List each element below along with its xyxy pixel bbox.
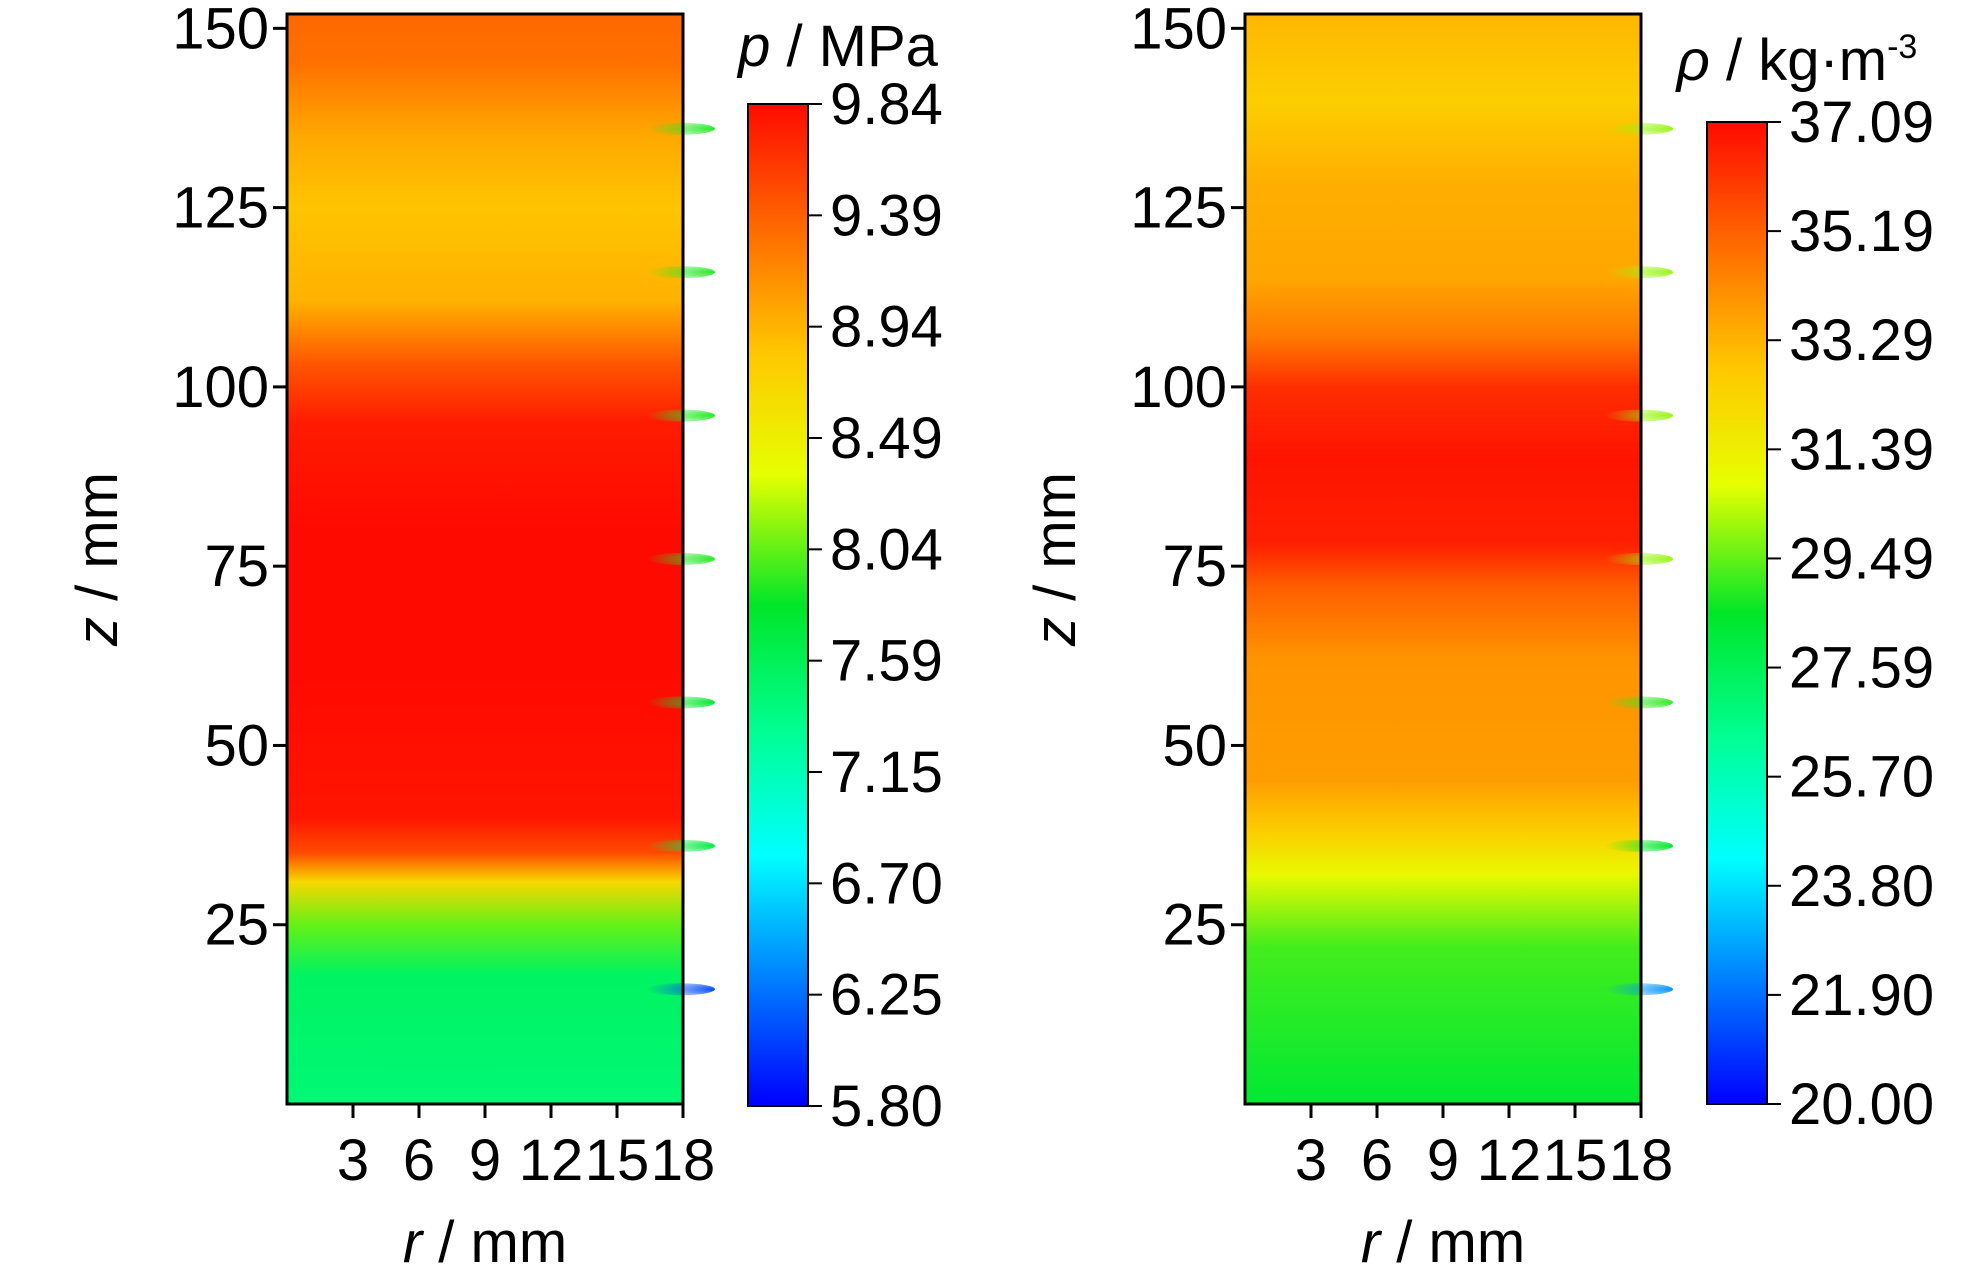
wall-spot <box>1605 983 1673 996</box>
x-tick-label: 18 <box>651 1128 716 1193</box>
colorbar-tick-label: 31.39 <box>1789 417 1934 482</box>
wall-spot <box>647 983 715 996</box>
colorbar-tick-label: 21.90 <box>1789 963 1934 1028</box>
x-tick-label: 18 <box>1609 1128 1674 1193</box>
pressure-panel: 25 50 75 100 125 150 3 6 9 12 15 18 r / mm z / mm 9.84… <box>65 0 943 1275</box>
colorbar <box>747 103 809 1107</box>
wall-spot <box>1605 409 1673 422</box>
colorbar-tick-label: 35.19 <box>1789 199 1934 264</box>
wall-spot <box>1605 839 1673 852</box>
x-tick-label: 15 <box>585 1128 650 1193</box>
colorbar-tick-label: 8.94 <box>830 295 943 360</box>
colorbar-tick-label: 5.80 <box>830 1074 943 1139</box>
x-axis-label: r / mm <box>1361 1210 1525 1275</box>
y-tick-label: 50 <box>1162 713 1227 778</box>
x-tick-label: 15 <box>1543 1128 1608 1193</box>
colorbar-tick-label: 7.59 <box>830 629 943 694</box>
wall-spot <box>647 696 715 709</box>
colorbar-tick-label: 8.04 <box>830 517 943 582</box>
y-axis-label: z / mm <box>1023 472 1088 647</box>
x-tick-label: 6 <box>1361 1128 1393 1193</box>
x-axis-label: r / mm <box>403 1210 567 1275</box>
colorbar-tick-label: 29.49 <box>1789 526 1934 591</box>
y-tick-label: 100 <box>1130 355 1227 420</box>
y-tick-label: 125 <box>1130 176 1227 241</box>
y-tick-label: 75 <box>1162 534 1227 599</box>
y-axis-label: z / mm <box>65 472 130 647</box>
wall-spot <box>1605 122 1673 135</box>
colorbar-tick-label: 37.09 <box>1789 90 1934 155</box>
y-tick-label: 75 <box>204 534 269 599</box>
colorbar-tick-label: 23.80 <box>1789 854 1934 919</box>
colorbar-label: ρ / kg·m-3 <box>1675 28 1918 93</box>
x-tick-label: 9 <box>1427 1128 1459 1193</box>
wall-spot <box>647 839 715 852</box>
colorbar-label: p / MPa <box>736 14 939 79</box>
y-tick-label: 25 <box>204 893 269 958</box>
colorbar-tick-label: 7.15 <box>830 740 943 805</box>
x-tick-label: 3 <box>1295 1128 1327 1193</box>
colorbar <box>1706 121 1768 1105</box>
x-tick-label: 12 <box>519 1128 584 1193</box>
x-tick-label: 6 <box>403 1128 435 1193</box>
x-tick-label: 3 <box>337 1128 369 1193</box>
wall-spot <box>647 409 715 422</box>
density-panel: 25 50 75 100 125 150 3 6 9 12 15 18 r / mm z / mm 37.0… <box>1023 0 1934 1275</box>
colorbar-tick-label: 6.25 <box>830 963 943 1028</box>
y-tick-label: 50 <box>204 713 269 778</box>
y-tick-label: 25 <box>1162 893 1227 958</box>
colorbar-tick-label: 6.70 <box>830 851 943 916</box>
wall-spot <box>647 266 715 279</box>
y-tick-label: 125 <box>172 176 269 241</box>
x-tick-label: 12 <box>1477 1128 1542 1193</box>
colorbar-tick-label: 25.70 <box>1789 745 1934 810</box>
wall-spot <box>647 553 715 565</box>
x-tick-label: 9 <box>469 1128 501 1193</box>
colorbar-tick-label: 27.59 <box>1789 636 1934 701</box>
y-tick-label: 150 <box>1130 0 1227 61</box>
colorbar-tick-label: 9.39 <box>830 183 943 248</box>
wall-spot <box>1605 553 1673 565</box>
colorbar-tick-label: 20.00 <box>1789 1072 1934 1137</box>
wall-spot <box>1605 696 1673 709</box>
heatmap-field <box>287 14 683 1104</box>
colorbar-tick-label: 9.84 <box>830 72 943 137</box>
y-tick-label: 150 <box>172 0 269 61</box>
colorbar-tick-label: 8.49 <box>830 406 943 471</box>
wall-spot <box>647 122 715 135</box>
wall-spot <box>1605 266 1673 279</box>
colorbar-tick-label: 33.29 <box>1789 308 1934 373</box>
y-tick-label: 100 <box>172 355 269 420</box>
heatmap-field <box>1245 14 1641 1104</box>
